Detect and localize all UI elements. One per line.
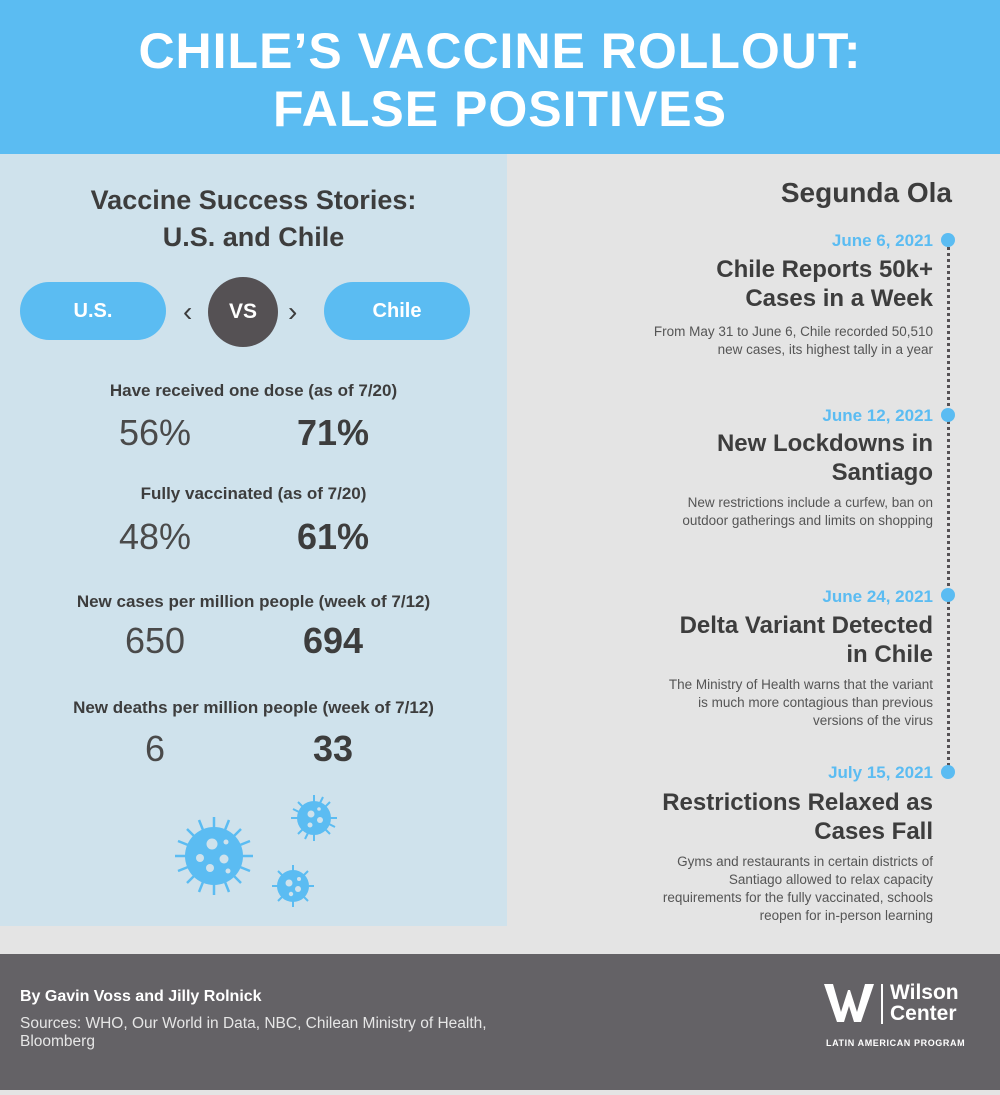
- chile-pill: Chile: [324, 282, 470, 340]
- logo-wordmark-line: Wilson: [890, 981, 959, 1004]
- event-description-line: From May 31 to June 6, Chile recorded 50…: [653, 324, 933, 339]
- stat-us-one-dose: 56%: [118, 412, 192, 453]
- vs-badge: VS: [208, 277, 278, 347]
- header-banner: CHILE’S VACCINE ROLLOUT: FALSE POSITIVES: [0, 0, 1000, 154]
- page-title-line2: FALSE POSITIVES: [273, 81, 727, 137]
- sources: Sources: WHO, Our World in Data, NBC, Ch…: [20, 1015, 620, 1051]
- event-title-line: Chile Reports 50k+: [716, 256, 933, 283]
- byline: By Gavin Voss and Jilly Rolnick: [20, 988, 262, 1005]
- stat-label-new-deaths: New deaths per million people (week of 7…: [73, 698, 434, 717]
- event-description-line: reopen for in-person learning: [759, 908, 933, 923]
- event-title: New Lockdowns in Santiago: [573, 429, 933, 487]
- stat-chile-fully-vaccinated: 61%: [296, 516, 370, 557]
- event-description-line: Gyms and restaurants in certain district…: [677, 854, 933, 869]
- stat-us-new-deaths: 6: [144, 728, 166, 769]
- us-pill: U.S.: [20, 282, 166, 340]
- event-description-line: New restrictions include a curfew, ban o…: [687, 495, 933, 510]
- stat-label-new-cases: New cases per million people (week of 7/…: [76, 592, 431, 611]
- stat-chile-new-deaths: 33: [312, 728, 354, 769]
- stat-chile-one-dose: 71%: [296, 412, 370, 453]
- event-description-line: Santiago allowed to relax capacity: [728, 872, 933, 887]
- logo-wordmark-line: Center: [890, 1002, 957, 1025]
- logo-wordmark: Wilson Center: [890, 982, 959, 1024]
- comparison-title-line1: Vaccine Success Stories:: [90, 185, 417, 215]
- event-title-line: New Lockdowns in: [716, 430, 933, 457]
- event-date: June 6, 2021: [831, 231, 933, 250]
- event-title-line: Santiago: [831, 459, 933, 486]
- event-description: New restrictions include a curfew, ban o…: [603, 494, 933, 530]
- comparison-title: Vaccine Success Stories: U.S. and Chile: [0, 182, 507, 256]
- program-name: LATIN AMERICAN PROGRAM: [826, 1038, 966, 1048]
- virus-icon: [175, 817, 253, 895]
- event-title: Restrictions Relaxed as Cases Fall: [573, 788, 933, 846]
- event-description-line: The Ministry of Health warns that the va…: [668, 677, 933, 692]
- sources-line: Sources: WHO, Our World in Data, NBC, Ch…: [20, 1015, 487, 1032]
- timeline-dot: [941, 765, 955, 779]
- timeline-dot: [941, 588, 955, 602]
- stat-label-fully-vaccinated: Fully vaccinated (as of 7/20): [140, 484, 367, 503]
- sources-line: Bloomberg: [20, 1033, 95, 1050]
- stat-label-one-dose: Have received one dose (as of 7/20): [109, 381, 398, 400]
- stat-us-new-cases: 650: [124, 620, 186, 661]
- virus-icon: [291, 795, 337, 841]
- stat-us-fully-vaccinated: 48%: [118, 516, 192, 557]
- event-description-line: new cases, its highest tally in a year: [717, 342, 933, 357]
- event-title: Chile Reports 50k+ Cases in a Week: [573, 255, 933, 313]
- event-title: Delta Variant Detected in Chile: [573, 611, 933, 669]
- event-description-line: outdoor gatherings and limits on shoppin…: [682, 513, 933, 528]
- comparison-panel: Vaccine Success Stories: U.S. and Chile …: [0, 154, 507, 926]
- timeline-line: [947, 240, 950, 774]
- event-title-line: Cases in a Week: [745, 285, 933, 312]
- comparison-title-line2: U.S. and Chile: [162, 222, 345, 252]
- chevron-right-icon: ›: [288, 296, 298, 327]
- stat-chile-new-cases: 694: [302, 620, 364, 661]
- timeline-dot: [941, 233, 955, 247]
- wilson-center-logo-icon: [824, 984, 874, 1022]
- event-description-line: is much more contagious than previous: [698, 695, 933, 710]
- virus-icon: [272, 865, 314, 907]
- page-title-line1: CHILE’S VACCINE ROLLOUT:: [138, 23, 862, 79]
- event-description-line: requirements for the fully vaccinated, s…: [662, 890, 933, 905]
- event-description: From May 31 to June 6, Chile recorded 50…: [603, 323, 933, 359]
- event-description-line: versions of the virus: [812, 713, 933, 728]
- footer: By Gavin Voss and Jilly Rolnick Sources:…: [0, 954, 1000, 1090]
- chevron-left-icon: ‹: [183, 296, 193, 327]
- timeline-panel: Segunda Ola June 6, 2021 Chile Reports 5…: [507, 154, 1000, 954]
- event-date: July 15, 2021: [828, 763, 933, 782]
- event-description: Gyms and restaurants in certain district…: [603, 853, 933, 925]
- event-date: June 24, 2021: [822, 587, 933, 606]
- timeline-title: Segunda Ola: [780, 177, 952, 208]
- logo-divider: [881, 984, 883, 1024]
- event-title-line: Delta Variant Detected: [679, 612, 933, 639]
- event-date: June 12, 2021: [822, 406, 933, 425]
- event-title-line: Restrictions Relaxed as: [662, 789, 933, 816]
- event-title-line: in Chile: [846, 641, 933, 668]
- event-description: The Ministry of Health warns that the va…: [603, 676, 933, 730]
- event-title-line: Cases Fall: [814, 818, 933, 845]
- timeline-dot: [941, 408, 955, 422]
